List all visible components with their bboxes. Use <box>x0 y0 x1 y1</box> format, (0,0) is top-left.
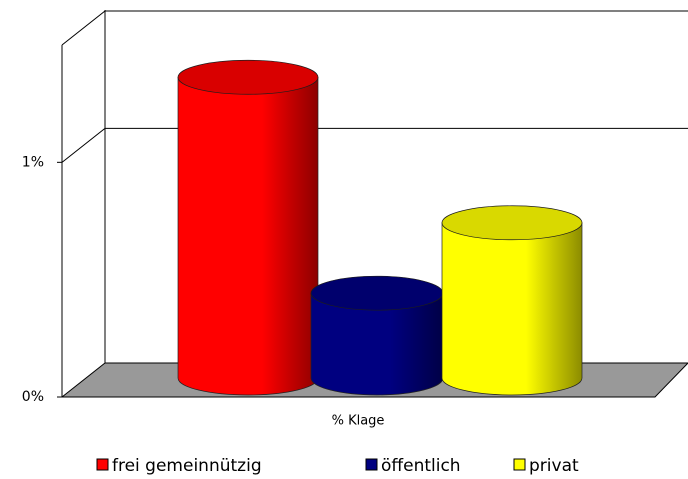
bar <box>310 275 444 396</box>
cylinder-body <box>177 76 319 396</box>
bar <box>177 59 319 396</box>
legend-swatch <box>96 458 109 471</box>
y-tick-label: 1% <box>22 154 44 170</box>
cylinder-top <box>310 275 444 311</box>
legend-label: öffentlich <box>381 456 461 476</box>
cylinder-body <box>441 222 583 396</box>
bar <box>441 205 583 396</box>
cylinder-top <box>177 59 319 95</box>
legend-label: privat <box>529 456 579 476</box>
legend-swatch <box>365 458 378 471</box>
grid-line <box>61 127 688 163</box>
y-tick-label: 0% <box>22 389 44 405</box>
wall-top <box>61 10 688 46</box>
x-category-label: % Klage <box>332 414 385 429</box>
cylinder-body <box>310 292 444 396</box>
legend-swatch <box>513 458 526 471</box>
legend-label: frei gemeinnützig <box>112 456 262 476</box>
cylinder-top <box>441 205 583 241</box>
